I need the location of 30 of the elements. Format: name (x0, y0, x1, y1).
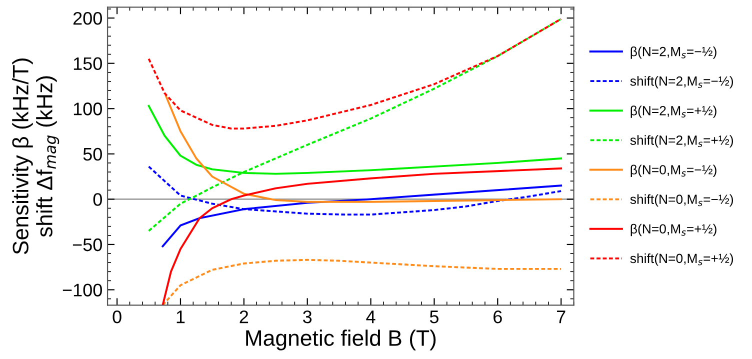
y-tick-label: −100 (62, 284, 102, 296)
line-series (164, 94, 562, 203)
x-tick-label: 0 (112, 310, 122, 324)
line-series (148, 18, 562, 130)
y-axis-title: Sensitivity β (kHz/T) shift Δf$_{mag}$ (kHz) (12, 58, 60, 254)
x-tick-label: 2 (240, 310, 248, 324)
legend-label: shift(N=0,M$_{s}$=−½) (630, 194, 734, 207)
x-tick-label: 7 (556, 310, 566, 324)
y-tick-label: −50 (72, 238, 102, 252)
legend-label: β(N=0,M$_{s}$=−½) (630, 164, 716, 178)
y-tick-label: 100 (74, 102, 102, 116)
line-series (148, 18, 562, 232)
y-tick-label: 50 (83, 148, 102, 161)
x-tick-label: 5 (430, 310, 438, 324)
legend-label: β(N=0,M$_{s}$=+½) (630, 224, 716, 236)
line-series (162, 258, 562, 306)
line-series (162, 167, 562, 306)
x-tick-label: 1 (176, 310, 185, 324)
legend-label: shift(N=2,M$_{s}$=+½) (630, 135, 734, 148)
legend-label: β(N=2,M$_{s}$=+½) (630, 106, 716, 118)
x-tick-label: 3 (303, 310, 312, 324)
x-tick-label: 4 (366, 310, 376, 324)
y-tick-label: 200 (73, 12, 102, 25)
y-tick-label: 0 (93, 193, 102, 206)
y-tick-label: 150 (74, 57, 102, 70)
x-tick-label: 6 (494, 310, 502, 324)
legend-label: shift(N=2,M$_{s}$=−½) (630, 76, 734, 88)
x-axis-title: Magnetic field B (T) (246, 330, 436, 350)
legend-label: β(N=2,M$_{s}$=−½) (630, 46, 716, 59)
legend-label: shift(N=0,M$_{s}$=+½) (630, 253, 734, 266)
